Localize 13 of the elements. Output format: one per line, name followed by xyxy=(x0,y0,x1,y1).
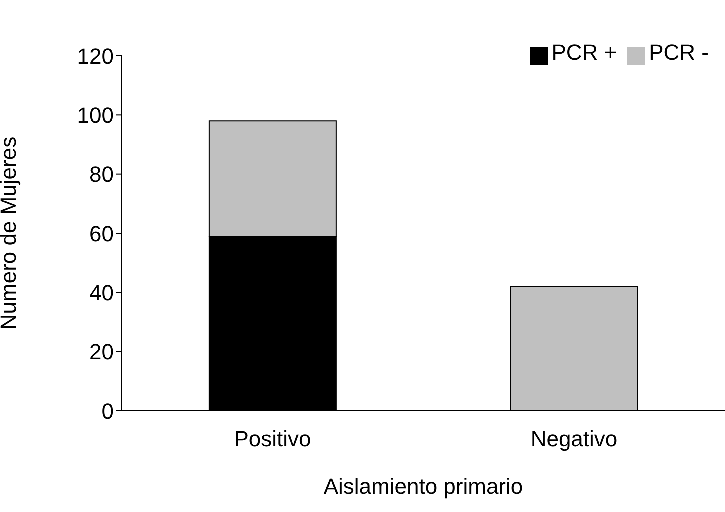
x-tick-label: Positivo xyxy=(234,426,312,452)
y-tick-label: 40 xyxy=(90,280,114,306)
y-axis-title: Numero de Mujeres xyxy=(0,136,21,330)
y-tick-label: 20 xyxy=(90,340,114,365)
y-tick-label: 100 xyxy=(77,102,114,128)
legend-label: PCR - xyxy=(649,40,709,65)
legend-label: PCR + xyxy=(552,40,618,65)
x-tick-label: Negativo xyxy=(530,426,618,452)
y-tick-label: 0 xyxy=(102,398,114,424)
y-tick-label: 120 xyxy=(77,44,114,69)
y-tick-label: 80 xyxy=(90,162,114,188)
y-tick-label: 60 xyxy=(90,221,114,246)
x-axis-title: Aislamiento primario xyxy=(324,474,524,499)
